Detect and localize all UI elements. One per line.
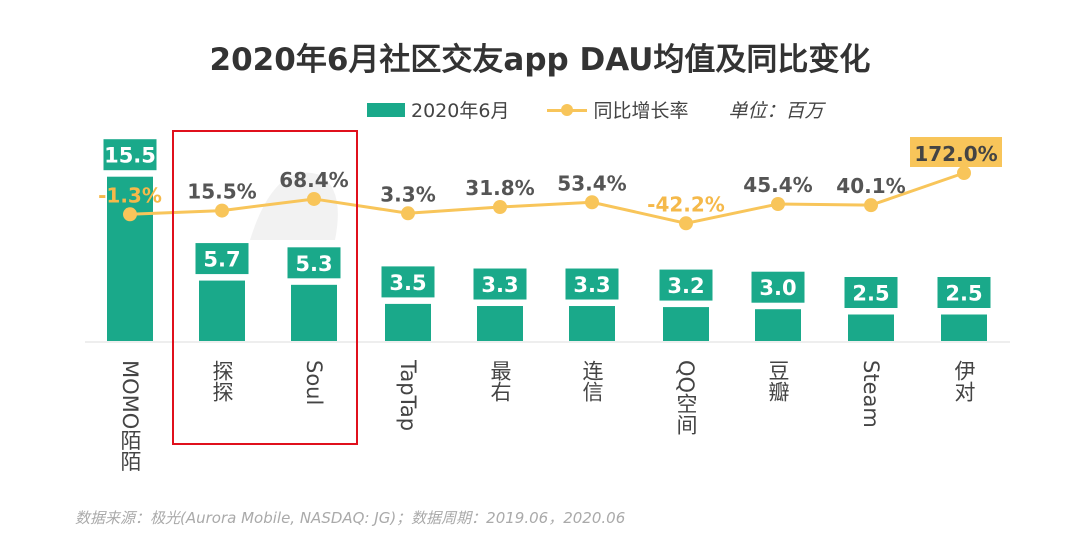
- growth-point: [957, 166, 971, 180]
- growth-value-label: 40.1%: [836, 174, 905, 198]
- bar-label-box: [472, 267, 528, 301]
- bar-value-label: 2.5: [852, 282, 889, 306]
- unit-label: 单位：百万: [728, 100, 824, 122]
- bar: [291, 284, 337, 341]
- watermark-shape: [250, 172, 338, 240]
- growth-value-label: -1.3%: [98, 183, 162, 207]
- legend-bar-label: 2020年6月: [411, 100, 510, 122]
- source-note: 数据来源：极光(Aurora Mobile, NASDAQ: JG)；数据周期：…: [75, 509, 626, 527]
- legend-bar-swatch: [367, 102, 405, 117]
- highlight-box: [172, 130, 358, 445]
- growth-label-box: [910, 137, 1002, 167]
- growth-value-label: 3.3%: [380, 182, 435, 206]
- category-label: 最右: [488, 360, 512, 402]
- bar-label-box: [102, 138, 158, 172]
- bar: [848, 314, 894, 341]
- bar-label-box: [658, 268, 714, 302]
- bar: [941, 314, 987, 341]
- category-label: QQ空间: [674, 360, 698, 436]
- bar-value-label: 5.3: [295, 252, 332, 276]
- growth-point: [123, 207, 137, 222]
- growth-value-label: -42.2%: [647, 192, 725, 216]
- bar-label-box: [380, 265, 436, 299]
- bar: [755, 309, 801, 341]
- bar-label-box: [286, 246, 342, 280]
- chart-title: 2020年6月社区交友app DAU均值及同比变化: [209, 42, 871, 78]
- growth-line: [129, 171, 965, 225]
- bar-label-box: [750, 270, 806, 304]
- category-label: Steam: [859, 360, 883, 428]
- growth-point: [401, 206, 415, 221]
- bar-value-label: 3.5: [389, 271, 426, 295]
- bar-value-label: 3.2: [667, 274, 704, 298]
- bar-value-label: 5.7: [203, 248, 240, 272]
- bar-value-label: 2.5: [945, 282, 982, 306]
- bar: [199, 280, 245, 341]
- growth-value-label: 15.5%: [187, 180, 256, 204]
- growth-point: [493, 200, 507, 215]
- growth-point: [307, 191, 321, 206]
- growth-value-label: 53.4%: [557, 171, 626, 195]
- category-label: TapTap: [396, 360, 420, 432]
- bar: [107, 176, 153, 341]
- bar: [477, 306, 523, 341]
- category-label: Soul: [302, 360, 326, 406]
- bar-value-label: 3.0: [759, 276, 796, 300]
- bar: [663, 307, 709, 341]
- growth-value-label: 172.0%: [914, 142, 997, 166]
- growth-value-label: 68.4%: [279, 168, 348, 192]
- category-label: 豆瓣: [766, 360, 790, 402]
- growth-point: [771, 197, 785, 212]
- bar: [385, 303, 431, 341]
- growth-value-label: 31.8%: [465, 176, 534, 200]
- bar: [569, 306, 615, 341]
- legend-line-swatch: [547, 103, 588, 117]
- category-label: 探探: [210, 360, 234, 402]
- bar-value-label: 15.5: [104, 144, 156, 168]
- category-label: MOMO陌陌: [118, 360, 142, 472]
- category-label: 连信: [580, 360, 604, 402]
- growth-point: [215, 203, 229, 218]
- growth-point: [864, 198, 878, 213]
- legend-line-label: 同比增长率: [593, 100, 689, 122]
- legend: 2020年6月 同比增长率 单位：百万: [367, 96, 823, 123]
- bar-value-label: 3.3: [573, 273, 610, 297]
- growth-value-label: 45.4%: [743, 173, 812, 197]
- bar-label-box: [936, 276, 992, 309]
- bar-label-box: [843, 276, 899, 309]
- growth-point: [585, 195, 599, 210]
- bar-value-label: 3.3: [481, 273, 518, 297]
- bar-label-box: [564, 267, 620, 301]
- bar-label-box: [194, 242, 250, 276]
- category-label: 伊对: [952, 360, 976, 402]
- growth-point: [679, 216, 693, 231]
